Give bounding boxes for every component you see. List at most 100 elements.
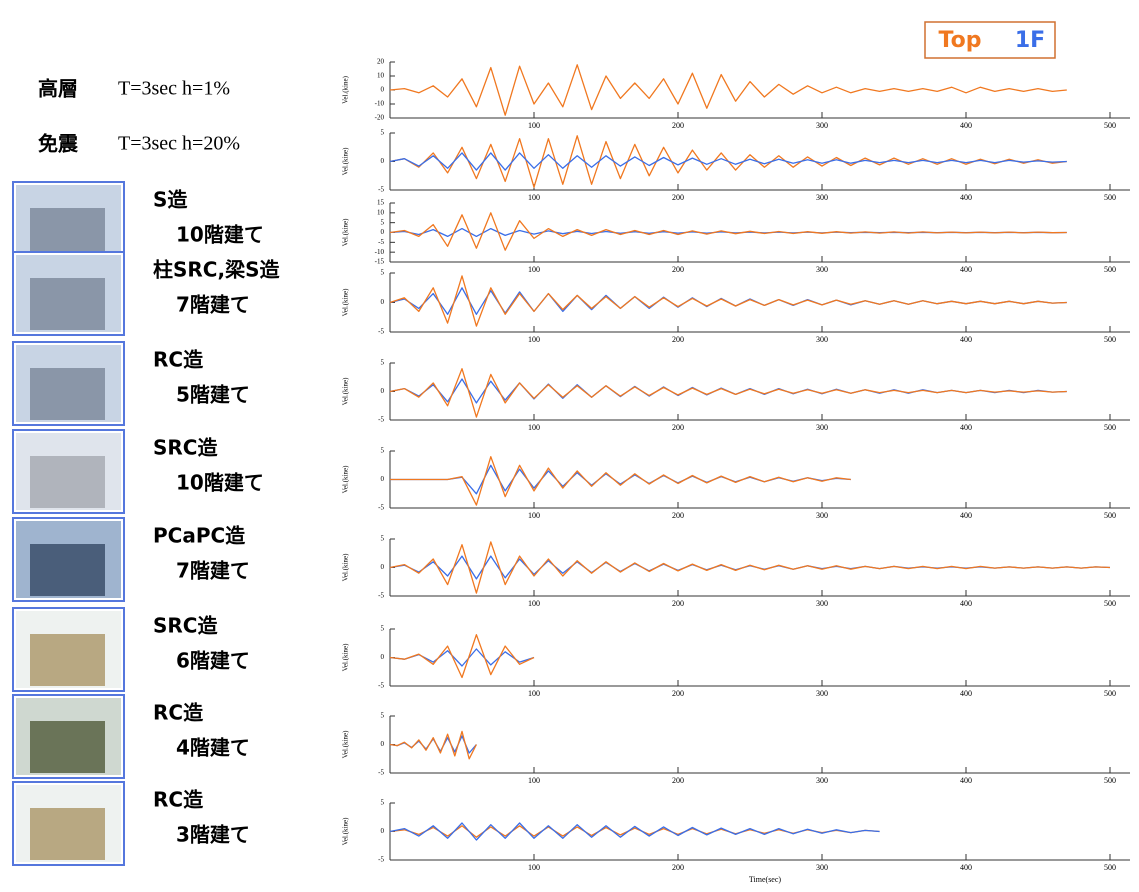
x-tick-label: 500 bbox=[1104, 121, 1116, 130]
x-tick-label: 500 bbox=[1104, 265, 1116, 274]
building-photo-building bbox=[30, 721, 105, 773]
y-axis-label: Vel.(kine) bbox=[342, 643, 350, 671]
x-tick-label: 200 bbox=[672, 265, 684, 274]
x-tick-label: 200 bbox=[672, 121, 684, 130]
y-tick-label: 0 bbox=[381, 475, 385, 483]
x-tick-label: 500 bbox=[1104, 776, 1116, 785]
y-axis-label: Vel.(kine) bbox=[342, 465, 350, 493]
x-tick-label: 100 bbox=[528, 121, 540, 130]
y-tick-label: 0 bbox=[381, 563, 385, 571]
structure-label: SRC造 bbox=[153, 436, 218, 460]
x-tick-label: 300 bbox=[816, 121, 828, 130]
x-tick-label: 300 bbox=[816, 776, 828, 785]
waveform bbox=[390, 826, 880, 837]
y-tick-label: 5 bbox=[381, 799, 385, 807]
y-tick-label: 0 bbox=[381, 740, 385, 748]
building-photo-building bbox=[30, 634, 105, 686]
floors-label: 10階建て bbox=[176, 471, 264, 495]
waveform bbox=[390, 288, 1067, 315]
y-tick-label: -20 bbox=[375, 114, 385, 122]
waveform bbox=[390, 276, 1067, 326]
y-tick-label: 0 bbox=[381, 228, 385, 236]
y-axis-label: Vel.(kine) bbox=[342, 218, 350, 246]
x-tick-label: 100 bbox=[528, 599, 540, 608]
y-tick-label: -5 bbox=[378, 682, 384, 690]
y-tick-label: 15 bbox=[377, 199, 385, 207]
x-tick-label: 300 bbox=[816, 423, 828, 432]
y-axis-label: Vel.(kine) bbox=[342, 288, 350, 316]
x-tick-label: 200 bbox=[672, 193, 684, 202]
y-tick-label: -10 bbox=[375, 248, 385, 256]
waveform bbox=[390, 649, 534, 666]
x-tick-label: 300 bbox=[816, 689, 828, 698]
x-tick-label: 100 bbox=[528, 423, 540, 432]
floors-label: 6階建て bbox=[176, 649, 250, 673]
x-tick-label: 100 bbox=[528, 863, 540, 872]
x-tick-label: 400 bbox=[960, 599, 972, 608]
x-axis-label: Time(sec) bbox=[749, 875, 781, 884]
x-tick-label: 400 bbox=[960, 776, 972, 785]
y-tick-label: -5 bbox=[378, 504, 384, 512]
building-photo-building bbox=[30, 456, 105, 508]
y-tick-label: 5 bbox=[381, 625, 385, 633]
waveform bbox=[390, 823, 880, 840]
y-axis-label: Vel.(kine) bbox=[342, 147, 350, 175]
y-tick-label: 0 bbox=[381, 827, 385, 835]
floors-label: 10階建て bbox=[176, 223, 264, 247]
x-tick-label: 100 bbox=[528, 193, 540, 202]
waveform bbox=[390, 65, 1067, 115]
y-tick-label: 0 bbox=[381, 387, 385, 395]
y-tick-label: 5 bbox=[381, 535, 385, 543]
y-tick-label: 0 bbox=[381, 653, 385, 661]
legend-entry: 1F bbox=[1015, 28, 1045, 53]
x-tick-label: 300 bbox=[816, 863, 828, 872]
x-tick-label: 500 bbox=[1104, 335, 1116, 344]
x-tick-label: 500 bbox=[1104, 511, 1116, 520]
x-tick-label: 500 bbox=[1104, 863, 1116, 872]
y-tick-label: 0 bbox=[381, 86, 385, 94]
building-photo-building bbox=[30, 278, 105, 330]
building-photo-building bbox=[30, 808, 105, 860]
floors-label: 3階建て bbox=[176, 823, 250, 847]
legend-entry: Top bbox=[939, 28, 982, 53]
y-tick-label: 5 bbox=[381, 712, 385, 720]
structure-label: RC造 bbox=[153, 701, 204, 725]
waveform bbox=[390, 635, 534, 678]
x-tick-label: 300 bbox=[816, 265, 828, 274]
y-tick-label: -5 bbox=[378, 416, 384, 424]
building-photo-building bbox=[30, 368, 105, 420]
x-tick-label: 200 bbox=[672, 689, 684, 698]
y-tick-label: 5 bbox=[381, 269, 385, 277]
building-photo-building bbox=[30, 544, 105, 596]
x-tick-label: 400 bbox=[960, 863, 972, 872]
x-tick-label: 500 bbox=[1104, 599, 1116, 608]
x-tick-label: 200 bbox=[672, 863, 684, 872]
y-tick-label: -5 bbox=[378, 769, 384, 777]
x-tick-label: 200 bbox=[672, 423, 684, 432]
y-tick-label: -5 bbox=[378, 856, 384, 864]
y-axis-label: Vel.(kine) bbox=[342, 730, 350, 758]
structure-label: RC造 bbox=[153, 348, 204, 372]
y-tick-label: 5 bbox=[381, 129, 385, 137]
y-tick-label: -5 bbox=[378, 238, 384, 246]
y-tick-label: 5 bbox=[381, 218, 385, 226]
x-tick-label: 500 bbox=[1104, 423, 1116, 432]
structure-label: S造 bbox=[153, 188, 188, 212]
row-label: 免震 bbox=[38, 132, 79, 156]
row-sublabel: T=3sec h=20% bbox=[118, 133, 240, 155]
x-tick-label: 500 bbox=[1104, 689, 1116, 698]
y-tick-label: 10 bbox=[377, 208, 385, 216]
x-tick-label: 100 bbox=[528, 689, 540, 698]
waveform bbox=[390, 731, 476, 758]
x-tick-label: 200 bbox=[672, 776, 684, 785]
x-tick-label: 400 bbox=[960, 265, 972, 274]
x-tick-label: 100 bbox=[528, 511, 540, 520]
x-tick-label: 200 bbox=[672, 511, 684, 520]
x-tick-label: 300 bbox=[816, 599, 828, 608]
y-axis-label: Vel.(kine) bbox=[342, 553, 350, 581]
x-tick-label: 400 bbox=[960, 511, 972, 520]
y-tick-label: -5 bbox=[378, 592, 384, 600]
y-tick-label: 20 bbox=[377, 58, 385, 66]
x-tick-label: 100 bbox=[528, 265, 540, 274]
waveform bbox=[390, 457, 851, 505]
